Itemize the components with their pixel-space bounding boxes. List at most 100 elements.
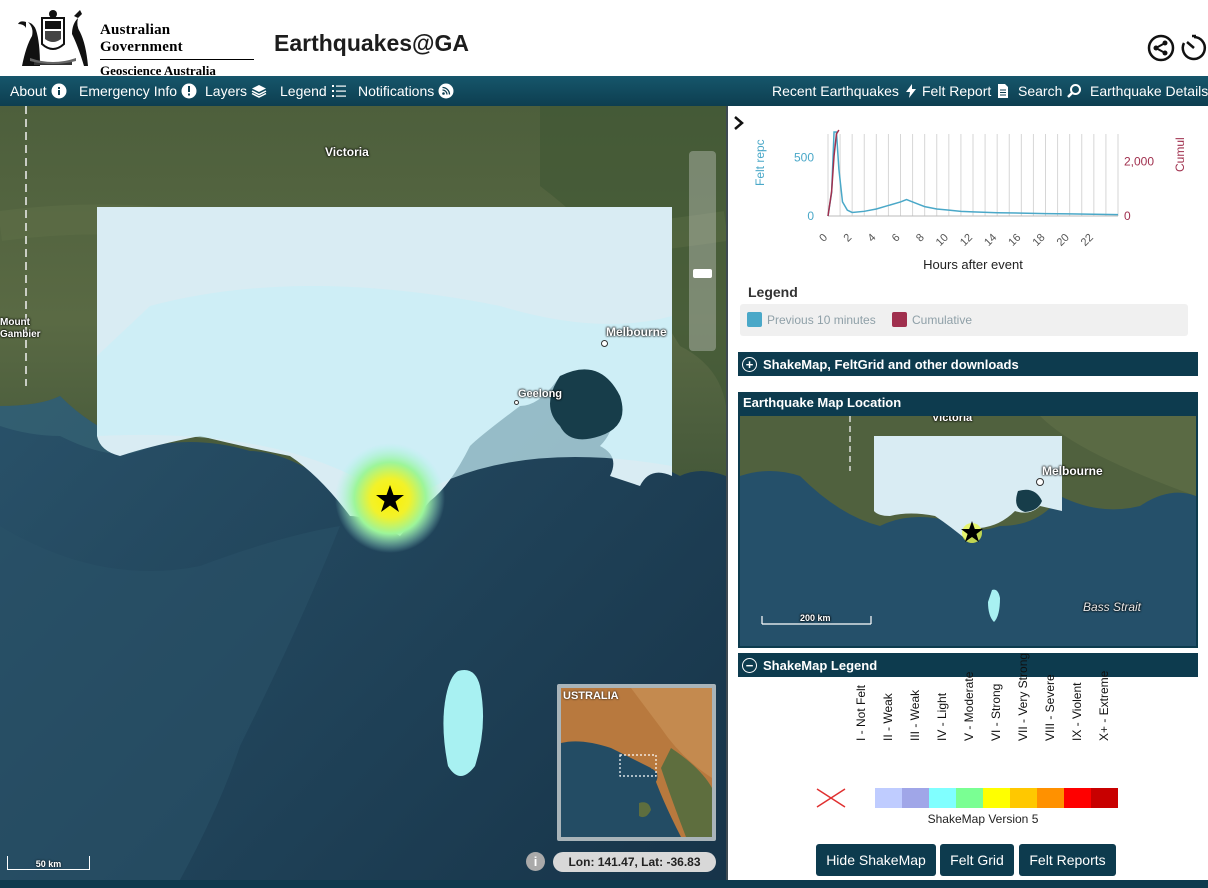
chart-x-tick: 22 [1079, 232, 1096, 249]
legend-swatch-previous [747, 312, 762, 327]
mini-map-label-victoria: Victoria [932, 416, 973, 424]
overview-map[interactable]: USTRALIA [557, 684, 716, 841]
intensity-swatch [929, 788, 956, 808]
intensity-swatch [848, 788, 875, 808]
location-mini-map[interactable]: Victoria Melbourne Bass Strait 200 km [740, 416, 1196, 646]
intensity-label: II - Weak [881, 693, 895, 741]
intensity-swatch [1010, 788, 1037, 808]
nav-felt-label: Felt Report [922, 83, 992, 99]
share-icon[interactable] [1147, 34, 1175, 62]
intensity-label: IV - Light [935, 692, 949, 741]
nav-recent-earthquakes[interactable]: Recent Earthquakes [772, 76, 919, 106]
nav-layers[interactable]: Layers [205, 76, 267, 106]
legend-label-previous: Previous 10 minutes [767, 312, 876, 327]
epicenter-star-icon [376, 485, 404, 512]
nav-search-label: Search [1018, 83, 1063, 99]
info-icon [51, 83, 67, 99]
mini-epicenter-star-icon [961, 521, 983, 542]
map-info-button[interactable]: i [526, 852, 545, 871]
felt-grid-button[interactable]: Felt Grid [940, 844, 1014, 876]
nav-details-label: Earthquake Details [1090, 83, 1208, 99]
map-label-geelong: Geelong [518, 388, 563, 400]
map-label-gambier: Gambier [0, 329, 41, 340]
bottom-strip [0, 880, 1208, 888]
earthquake-location-section: Earthquake Map Location Victoria Melbour… [738, 392, 1198, 648]
collapse-panel-icon[interactable] [732, 114, 746, 132]
nav-legend-label: Legend [280, 83, 327, 99]
zoom-slider[interactable] [689, 151, 716, 351]
lightning-icon [905, 84, 916, 98]
nav-layers-label: Layers [205, 83, 248, 99]
nav-felt-report[interactable]: Felt Report [922, 76, 1011, 106]
collapse-minus-icon: − [742, 657, 757, 673]
nav-search[interactable]: Search [1018, 76, 1082, 106]
gov-name: Australian Government [100, 22, 254, 60]
chart-x-tick: 0 [817, 232, 830, 245]
mini-map-basemap [740, 416, 1196, 646]
cursor-coordinates: Lon: 141.47, Lat: -36.83 [553, 852, 716, 872]
chart-x-tick: 4 [866, 232, 879, 245]
details-panel: 0 2 4 6 8 10 12 14 16 18 20 22 0 500 0 2,000 Felt repc Cu… [726, 106, 1208, 880]
chart-x-tick: 20 [1055, 232, 1072, 249]
map-label-mount: Mount [0, 317, 30, 328]
gov-wordmark: Australian Government Geoscience Austral… [100, 22, 254, 79]
nav-recent-label: Recent Earthquakes [772, 83, 899, 99]
not-felt-cross-icon [816, 788, 846, 808]
map-label-melbourne: Melbourne [606, 325, 667, 339]
legend-item-cumulative[interactable]: Cumulative [892, 312, 972, 327]
app-header: Australian Government Geoscience Austral… [0, 0, 1208, 79]
nav-notifications[interactable]: Notifications [358, 76, 454, 106]
mini-map-scale-label: 200 km [800, 613, 831, 623]
felt-reports-button[interactable]: Felt Reports [1019, 844, 1116, 876]
main-map[interactable]: Victoria Mount Gambier Melbourne Geelong… [0, 106, 726, 880]
intensity-swatch [956, 788, 983, 808]
intensity-label: I - Not Felt [854, 684, 868, 741]
document-icon [998, 84, 1009, 98]
chart-right-axis-label: Cumul [1173, 137, 1187, 172]
zoom-slider-handle[interactable] [693, 269, 712, 278]
chart-x-tick: 14 [982, 232, 999, 249]
chart-x-tick: 16 [1006, 232, 1023, 249]
chart-x-axis-label: Hours after event [923, 257, 1023, 272]
hide-shakemap-button[interactable]: Hide ShakeMap [816, 844, 936, 876]
chart-left-axis-label: Felt repc [753, 139, 767, 186]
chart-right-tick: 0 [1124, 209, 1131, 223]
mini-map-label-bass-strait: Bass Strait [1083, 600, 1142, 614]
alert-icon [181, 83, 197, 99]
intensity-swatch [1091, 788, 1118, 808]
mini-map-label-melbourne: Melbourne [1042, 464, 1103, 478]
nav-notifications-label: Notifications [358, 83, 435, 99]
legend-item-previous[interactable]: Previous 10 minutes [747, 312, 876, 327]
geelong-marker [514, 400, 519, 405]
nav-legend[interactable]: Legend [280, 76, 347, 106]
map-scale-bar: 50 km [7, 856, 90, 870]
expand-plus-icon: + [742, 356, 757, 372]
nav-earthquake-details[interactable]: Earthquake Details [1090, 76, 1208, 106]
map-label-victoria: Victoria [325, 145, 369, 159]
intensity-label: V - Moderate [962, 671, 976, 741]
nav-about[interactable]: About [10, 76, 67, 106]
chart-x-tick: 2 [841, 232, 854, 245]
nav-emergency-info[interactable]: Emergency Info [79, 76, 197, 106]
downloads-section-header[interactable]: + ShakeMap, FeltGrid and other downloads [738, 352, 1198, 376]
melbourne-marker [601, 340, 608, 347]
app-title: Earthquakes@GA [274, 30, 469, 56]
chart-right-tick: 2,000 [1124, 154, 1154, 168]
intensity-swatch [875, 788, 902, 808]
chart-legend-title: Legend [748, 284, 798, 300]
timer-icon[interactable] [1180, 34, 1208, 62]
legend-swatch-cumulative [892, 312, 907, 327]
rss-icon [438, 83, 454, 99]
legend-label-cumulative: Cumulative [912, 312, 973, 327]
chart-x-tick: 10 [934, 232, 951, 249]
shakemap-legend-header[interactable]: − ShakeMap Legend [738, 653, 1198, 677]
intensity-swatch [1037, 788, 1064, 808]
agency-name: Geoscience Australia [100, 63, 216, 78]
intensity-label: III - Weak [908, 689, 922, 741]
intensity-swatch [983, 788, 1010, 808]
overview-label: USTRALIA [563, 690, 619, 702]
chart-x-tick: 6 [890, 232, 903, 245]
main-nav: About Emergency Info Layers Legend Notif… [0, 76, 1208, 106]
chart-series-cumulative-line [827, 129, 840, 217]
